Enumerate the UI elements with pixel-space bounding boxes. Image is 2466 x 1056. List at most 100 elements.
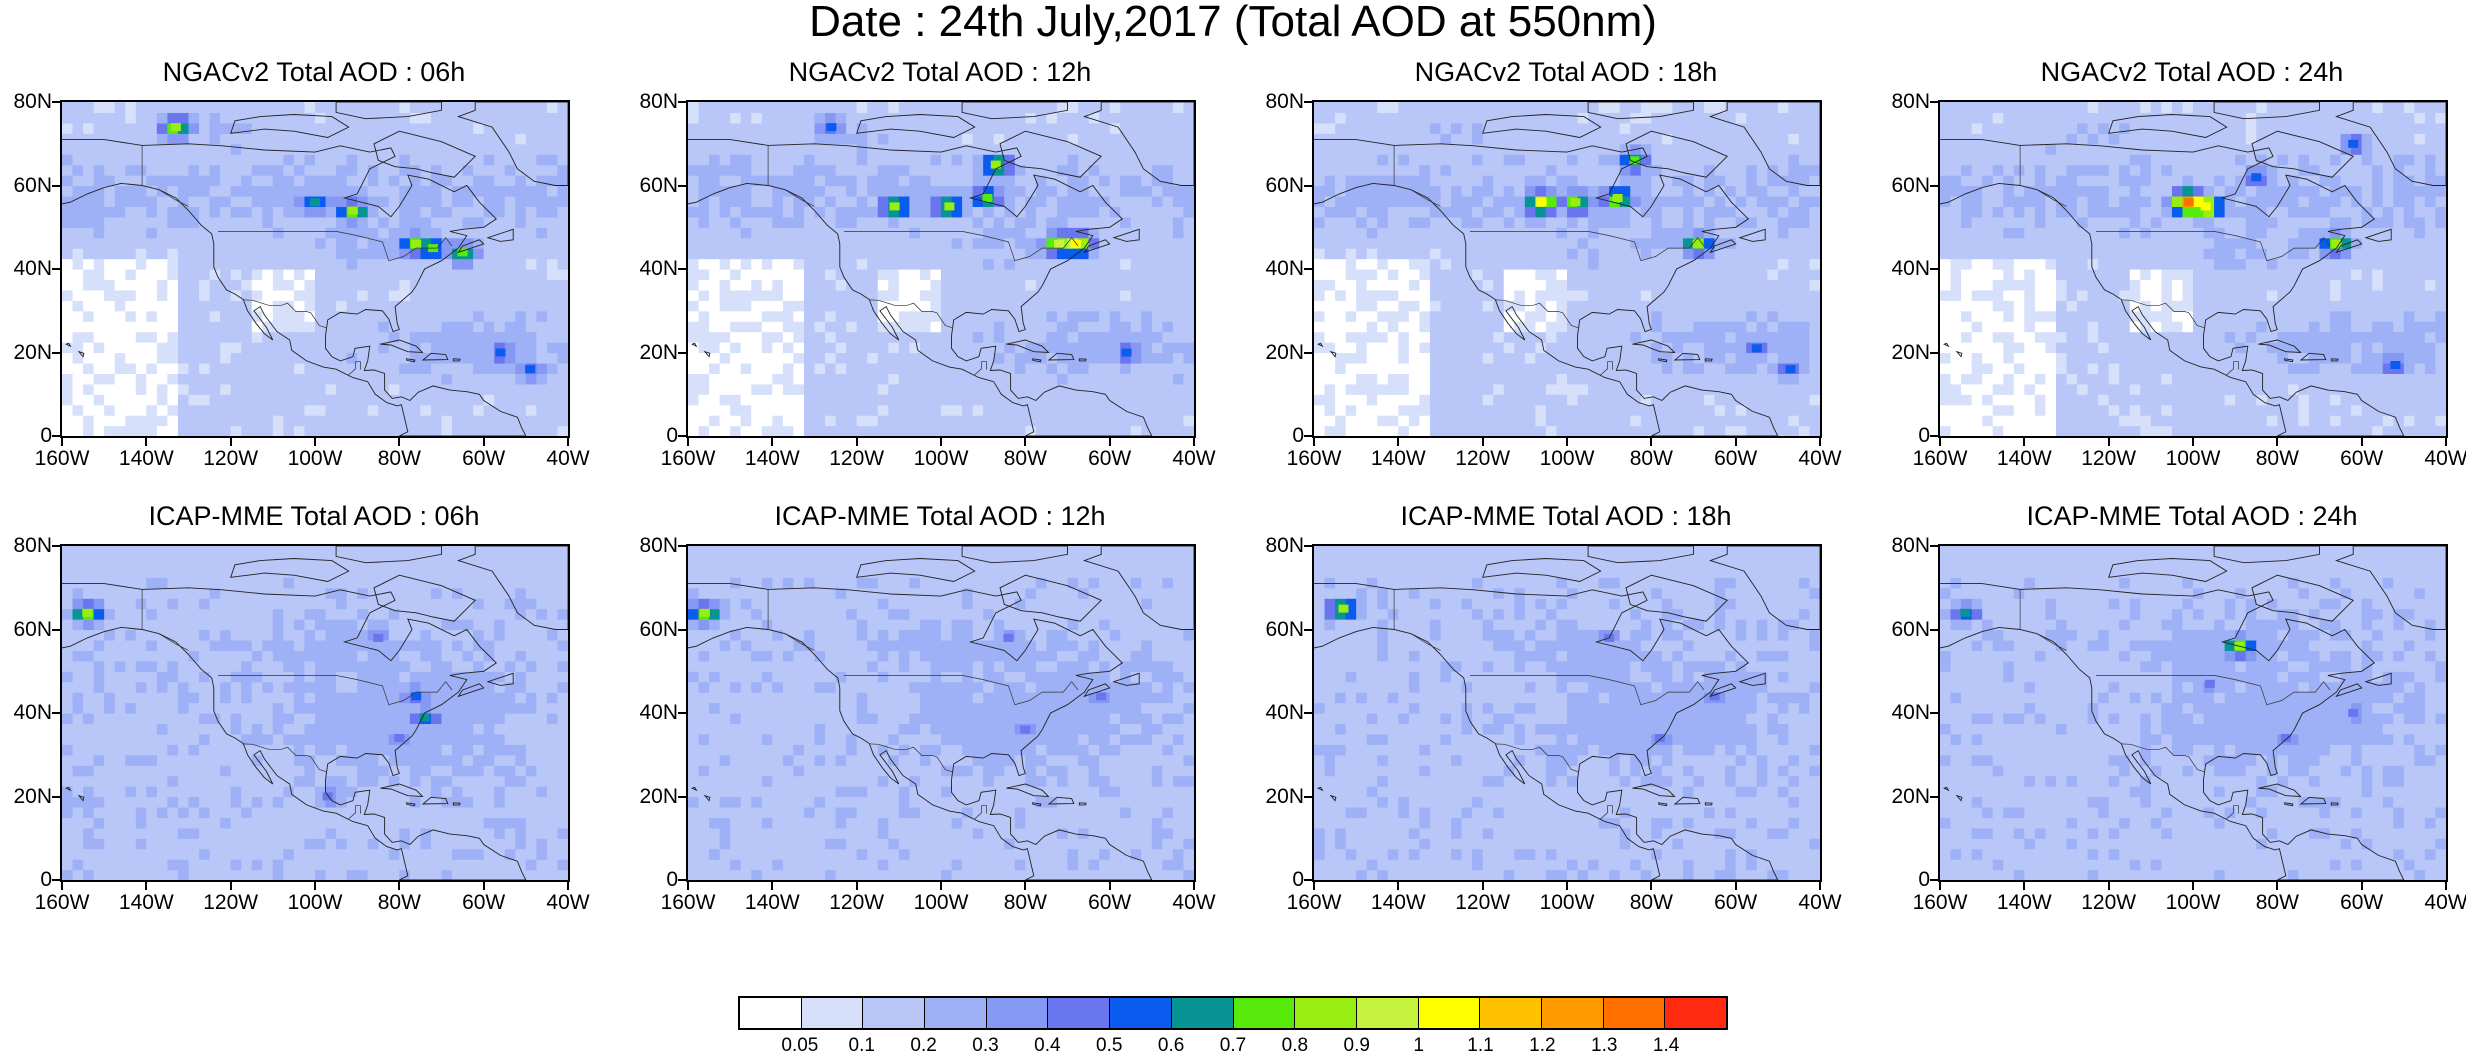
panel-title: NGACv2 Total AOD : 24h bbox=[2040, 57, 2344, 87]
lat-tick bbox=[678, 184, 686, 187]
colorbar-swatch bbox=[1418, 998, 1481, 1028]
coastline-island bbox=[65, 786, 72, 792]
lon-tick bbox=[1650, 882, 1653, 890]
coastline-island bbox=[1709, 683, 1737, 698]
lon-tick-label: 60W bbox=[1088, 891, 1132, 914]
coastline-island bbox=[703, 350, 711, 358]
lat-tick bbox=[52, 435, 60, 437]
lat-tick-label: 80N bbox=[1265, 90, 1304, 113]
lon-tick-label: 140W bbox=[1370, 447, 1426, 470]
lon-tick-label: 80W bbox=[1629, 891, 1673, 914]
aod-map bbox=[1938, 100, 2448, 438]
aod-map bbox=[1938, 544, 2448, 882]
lat-tick-label: 0 bbox=[666, 868, 678, 891]
coastline-island bbox=[373, 130, 476, 178]
panel-title: NGACv2 Total AOD : 12h bbox=[788, 57, 1092, 87]
map-panel-icap-mme-6: ICAP-MME Total AOD : 18h 80N 60N 40N 20N 0 160… bbox=[1252, 496, 1880, 926]
coastline-island bbox=[452, 358, 461, 362]
coastline-north-america bbox=[1314, 139, 1779, 436]
coastline-island bbox=[486, 228, 514, 242]
colorbar-swatch bbox=[863, 998, 926, 1028]
coastline-island bbox=[1078, 802, 1087, 806]
lon-tick-label: 140W bbox=[118, 891, 174, 914]
lat-tick-label: 60N bbox=[639, 617, 678, 641]
lon-tick-label: 40W bbox=[1172, 447, 1216, 470]
aod-hotspot bbox=[457, 248, 468, 257]
coastline-island bbox=[1673, 352, 1701, 361]
coastline-island bbox=[2251, 574, 2354, 622]
lat-tick-label: 60N bbox=[639, 173, 678, 197]
lon-tick bbox=[1939, 882, 1941, 890]
lon-tick bbox=[940, 882, 942, 890]
lon-tick-label: 160W bbox=[1912, 447, 1968, 470]
lon-tick-label: 140W bbox=[744, 891, 800, 914]
lon-tick bbox=[1024, 438, 1027, 446]
national-borders bbox=[767, 589, 1079, 820]
lon-tick bbox=[1939, 438, 1941, 446]
lat-tick bbox=[52, 268, 60, 270]
colorbar bbox=[738, 996, 1728, 1030]
coastline-island bbox=[2258, 783, 2302, 798]
aod-hotspot bbox=[1121, 348, 1132, 357]
lat-tick bbox=[1930, 879, 1938, 881]
colorbar-label: 1.4 bbox=[1652, 1035, 1680, 1056]
lon-tick bbox=[145, 438, 148, 446]
colorbar-swatch bbox=[1480, 998, 1542, 1028]
coastline-island bbox=[1625, 574, 1728, 622]
coastline-island bbox=[961, 102, 1068, 120]
aod-hotspot bbox=[1338, 604, 1349, 613]
coastline-island bbox=[691, 342, 698, 348]
lon-tick bbox=[1481, 438, 1484, 446]
lat-tick bbox=[52, 628, 60, 631]
panel-title: ICAP-MME Total AOD : 06h bbox=[148, 501, 480, 531]
lon-tick-label: 80W bbox=[1629, 447, 1673, 470]
coastline-island bbox=[1704, 358, 1713, 362]
lat-tick-label: 40N bbox=[1891, 257, 1930, 280]
coastline-island bbox=[457, 102, 568, 186]
map-panel-icap-mme-4: ICAP-MME Total AOD : 06h 80N 60N 40N 20N 0 160… bbox=[0, 496, 628, 926]
aod-field bbox=[1940, 546, 2446, 880]
lon-tick-label: 60W bbox=[462, 447, 506, 470]
lat-tick bbox=[678, 101, 686, 103]
aod-hotspot bbox=[411, 239, 422, 248]
aod-hotspot bbox=[699, 608, 710, 617]
aod-field bbox=[62, 546, 568, 880]
colorbar-swatch bbox=[925, 998, 987, 1028]
lon-tick bbox=[1397, 438, 1400, 446]
lon-tick bbox=[482, 438, 485, 446]
lon-tick bbox=[2107, 438, 2110, 446]
lon-tick-label: 120W bbox=[2081, 891, 2137, 914]
lat-tick bbox=[1304, 268, 1312, 270]
aod-hotspot bbox=[1570, 198, 1581, 207]
coastline-island bbox=[2335, 683, 2363, 698]
panel-title: ICAP-MME Total AOD : 24h bbox=[2026, 501, 2358, 531]
colorbar-swatch bbox=[1356, 998, 1419, 1028]
lon-tick-label: 80W bbox=[377, 447, 421, 470]
lat-tick-label: 40N bbox=[1891, 701, 1930, 724]
coastline-island bbox=[1625, 130, 1728, 178]
coastline-island bbox=[2283, 802, 2294, 807]
coastline-island bbox=[1657, 802, 1668, 807]
panel-title: NGACv2 Total AOD : 06h bbox=[162, 57, 466, 87]
lon-tick-label: 100W bbox=[913, 891, 969, 914]
coastline-island bbox=[1587, 546, 1694, 564]
aod-hotspot bbox=[170, 123, 181, 132]
colorbar-label: 0.7 bbox=[1219, 1035, 1247, 1056]
coastline-island bbox=[2335, 546, 2446, 630]
lon-tick bbox=[567, 882, 569, 890]
lon-tick-label: 140W bbox=[1996, 891, 2052, 914]
aod-hotspot bbox=[411, 692, 422, 701]
aod-hotspot bbox=[525, 365, 536, 374]
lon-tick bbox=[567, 438, 569, 446]
coastline-island bbox=[2258, 339, 2302, 354]
lon-tick bbox=[2107, 882, 2110, 890]
lat-tick-label: 80N bbox=[1265, 534, 1304, 557]
lat-tick-label: 80N bbox=[1891, 534, 1930, 557]
lon-tick-label: 40W bbox=[1798, 891, 1842, 914]
coastline-island bbox=[1955, 794, 1963, 802]
lon-tick bbox=[1313, 438, 1315, 446]
lon-tick bbox=[940, 438, 942, 446]
colorbar-label: 0.5 bbox=[1096, 1035, 1123, 1056]
lat-tick bbox=[1930, 351, 1938, 354]
lon-tick-label: 100W bbox=[287, 447, 343, 470]
